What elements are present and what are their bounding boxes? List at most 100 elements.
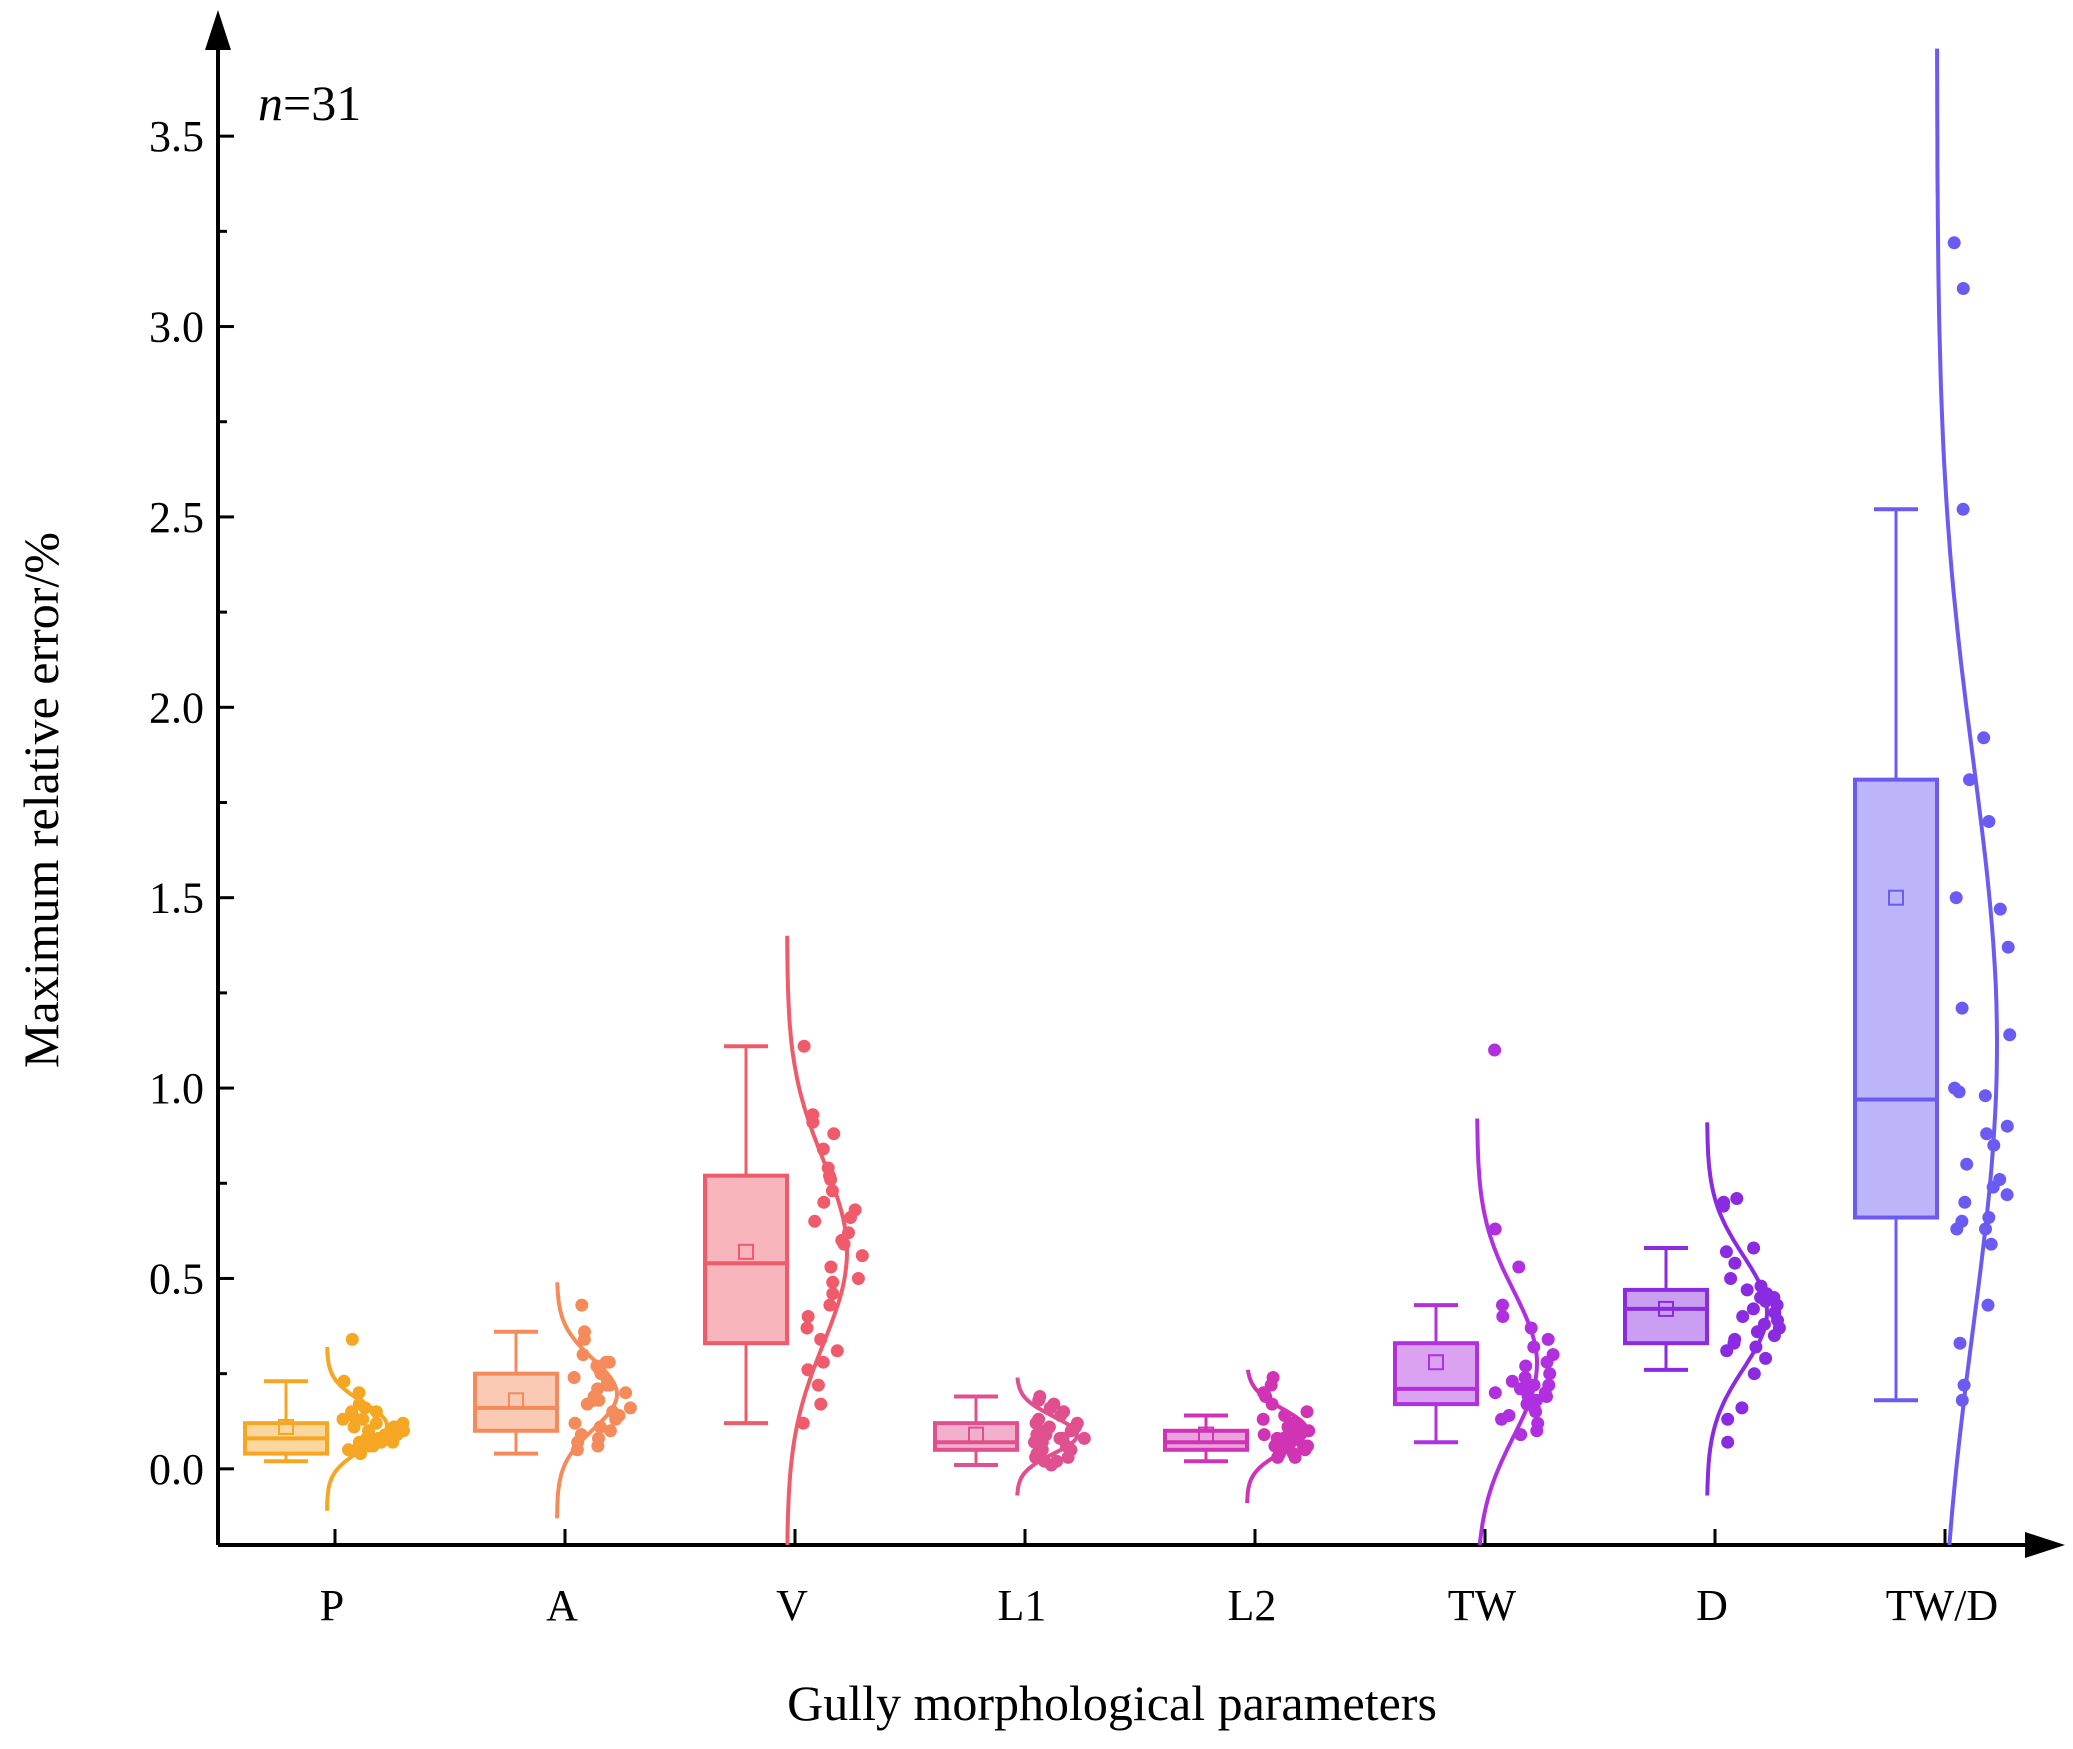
data-point: [1721, 1435, 1735, 1449]
data-point: [336, 1412, 350, 1426]
data-point: [1747, 1367, 1761, 1381]
data-point: [1963, 773, 1976, 787]
data-point: [1289, 1431, 1303, 1445]
data-point: [1488, 1386, 1502, 1400]
data-point: [1488, 1222, 1502, 1236]
data-point: [369, 1405, 383, 1419]
data-point: [1736, 1310, 1750, 1323]
data-point: [568, 1416, 582, 1430]
data-point: [567, 1371, 581, 1384]
data-point: [356, 1412, 370, 1426]
data-point: [358, 1401, 372, 1415]
data-point: [851, 1272, 865, 1285]
data-point: [1495, 1412, 1508, 1426]
mean-marker: [278, 1418, 294, 1435]
data-point: [1540, 1390, 1553, 1403]
annotation-value: =31: [283, 75, 361, 131]
data-point: [1984, 1237, 1998, 1251]
data-point: [1541, 1332, 1555, 1346]
data-point: [1540, 1355, 1554, 1369]
data-point: [1982, 815, 1996, 828]
data-point: [1956, 282, 1970, 295]
series-v: [703, 935, 869, 1546]
mean-marker: [968, 1426, 984, 1443]
x-tick-label: A: [546, 1581, 578, 1630]
data-point: [1740, 1283, 1754, 1297]
y-axis-arrow: [205, 10, 231, 50]
data-point: [352, 1386, 366, 1400]
data-point: [827, 1127, 841, 1141]
data-point: [1957, 1378, 1971, 1392]
axes: 0.0 0.5 1.0 1.5 2.0 2.5 3.0 3.5 P A V L1 L2 TW D TW/D: [149, 10, 2065, 1630]
x-axis-arrow: [2025, 1532, 2065, 1558]
box-iqr: [473, 1371, 559, 1433]
data-point: [2003, 1028, 2017, 1042]
data-point: [1721, 1412, 1735, 1426]
data-point: [1530, 1424, 1544, 1438]
series-l1: [933, 1377, 1091, 1496]
data-point: [347, 1420, 361, 1434]
y-tick-label: 0.0: [149, 1445, 204, 1494]
data-point: [824, 1173, 838, 1186]
data-point: [1064, 1424, 1078, 1438]
data-point: [1514, 1428, 1528, 1442]
data-point: [1719, 1245, 1733, 1259]
data-point: [1724, 1272, 1738, 1285]
data-point: [1542, 1378, 1556, 1392]
data-point: [1496, 1298, 1509, 1312]
data-point: [1256, 1412, 1270, 1426]
mean-marker: [738, 1243, 754, 1260]
data-point: [1298, 1443, 1312, 1457]
data-point: [1747, 1241, 1761, 1255]
data-point: [1519, 1359, 1533, 1373]
data-point: [1754, 1291, 1768, 1304]
data-point: [1257, 1428, 1271, 1442]
data-point: [811, 1378, 825, 1392]
data-point: [1746, 1302, 1760, 1316]
x-tick-label: L1: [998, 1581, 1047, 1630]
y-tick-label: 3.5: [149, 112, 204, 161]
x-tick-label: D: [1696, 1581, 1728, 1630]
data-point: [354, 1447, 367, 1461]
series-a: [473, 1282, 637, 1519]
data-point: [1543, 1367, 1557, 1381]
data-point: [816, 1142, 830, 1156]
mean-marker: [1658, 1300, 1674, 1317]
data-point: [1993, 902, 2007, 916]
data-point: [825, 1184, 839, 1198]
data-point: [603, 1424, 617, 1438]
y-tick-label: 2.0: [149, 683, 204, 732]
data-point: [2000, 1119, 2014, 1133]
data-point: [814, 1397, 828, 1411]
data-point: [817, 1195, 831, 1209]
data-point: [587, 1393, 601, 1407]
data-point: [1749, 1340, 1763, 1354]
mean-marker: [1888, 889, 1904, 906]
data-point: [808, 1214, 822, 1228]
distribution-curve: [1015, 1377, 1080, 1496]
data-point: [619, 1386, 633, 1400]
data-point: [823, 1298, 837, 1312]
data-point: [1759, 1351, 1773, 1365]
data-point: [1735, 1401, 1749, 1415]
data-point: [570, 1443, 584, 1457]
data-point: [1986, 1180, 2000, 1194]
y-tick-label: 2.5: [149, 493, 204, 542]
series-d: [1623, 1122, 1786, 1496]
data-point: [366, 1439, 380, 1453]
data-point: [1948, 1081, 1962, 1095]
data-point: [1054, 1409, 1068, 1422]
mean-marker: [508, 1392, 524, 1409]
y-axis-title: Maximum relative error/%: [13, 532, 69, 1068]
data-point: [1767, 1329, 1781, 1343]
data-point: [345, 1405, 359, 1419]
x-tick-label: TW: [1448, 1581, 1517, 1630]
data-point: [623, 1401, 637, 1415]
data-point: [1518, 1371, 1532, 1384]
data-point: [855, 1249, 869, 1263]
box-iqr: [1853, 777, 1939, 1220]
data-point: [1527, 1340, 1541, 1354]
mean-marker: [1428, 1354, 1444, 1371]
series-l2: [1163, 1369, 1316, 1504]
